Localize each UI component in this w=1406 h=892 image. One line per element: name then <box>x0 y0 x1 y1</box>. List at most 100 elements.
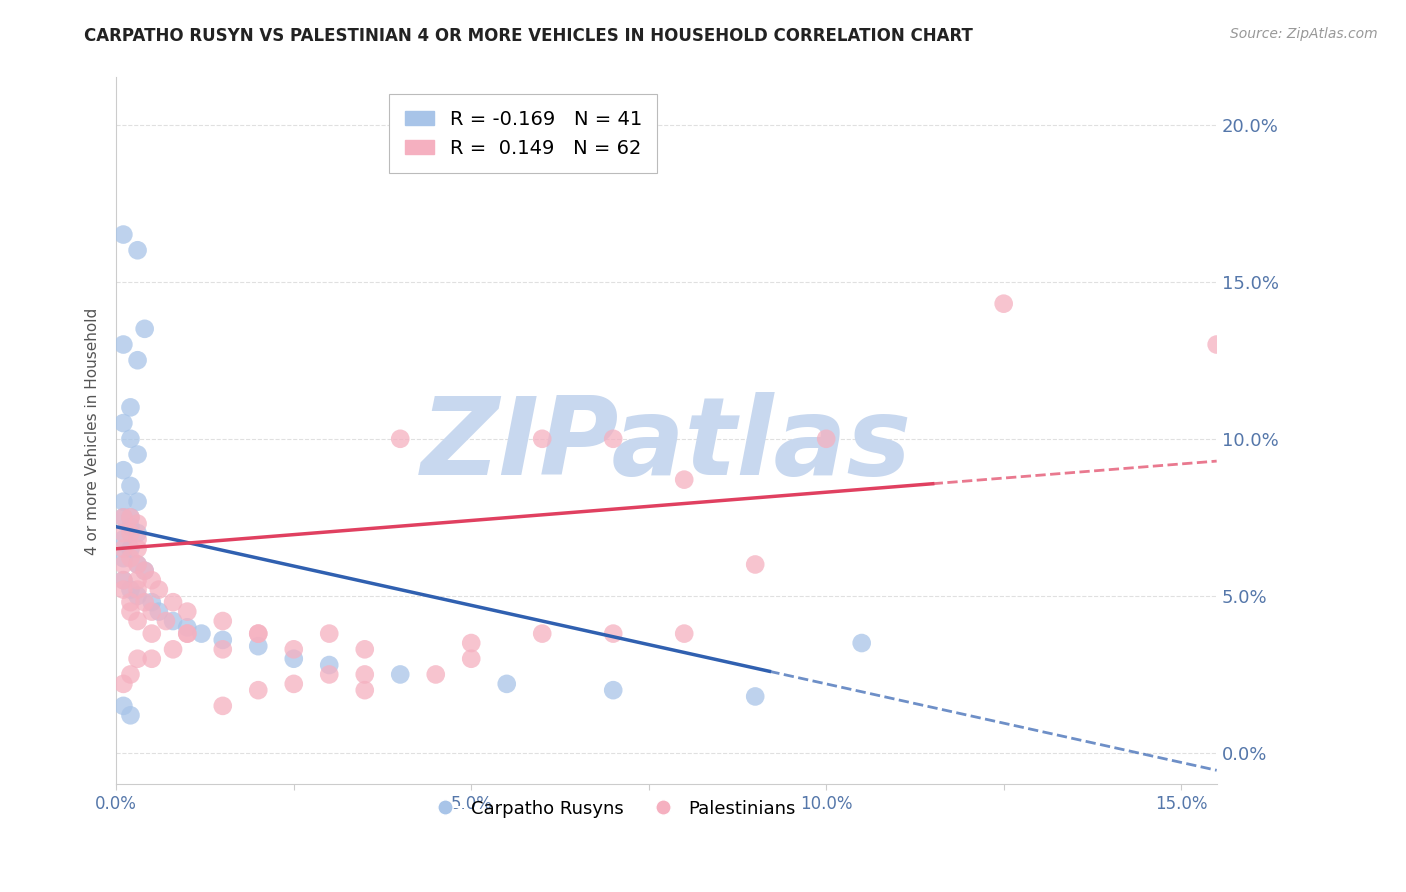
Point <box>155 614 177 628</box>
Point <box>127 582 149 597</box>
Text: ZIPatlas: ZIPatlas <box>420 392 912 498</box>
Point <box>495 677 517 691</box>
Point <box>127 558 149 572</box>
Legend: Carpatho Rusyns, Palestinians: Carpatho Rusyns, Palestinians <box>420 792 803 825</box>
Point <box>120 479 142 493</box>
Point <box>112 551 135 566</box>
Point <box>112 494 135 508</box>
Point <box>141 573 163 587</box>
Point <box>112 541 135 556</box>
Point <box>744 558 766 572</box>
Point <box>120 667 142 681</box>
Point <box>127 541 149 556</box>
Point <box>112 463 135 477</box>
Point <box>176 620 198 634</box>
Point <box>127 573 149 587</box>
Point <box>602 432 624 446</box>
Point <box>112 698 135 713</box>
Point <box>176 605 198 619</box>
Point <box>112 582 135 597</box>
Point <box>993 296 1015 310</box>
Point <box>120 401 142 415</box>
Point <box>318 667 340 681</box>
Point <box>127 353 149 368</box>
Point <box>531 432 554 446</box>
Point <box>211 632 233 647</box>
Point <box>112 337 135 351</box>
Point <box>602 626 624 640</box>
Point <box>127 244 149 258</box>
Point <box>283 652 305 666</box>
Point <box>120 595 142 609</box>
Point <box>176 626 198 640</box>
Point <box>112 573 135 587</box>
Point <box>247 639 270 653</box>
Point <box>120 526 142 541</box>
Point <box>318 658 340 673</box>
Point <box>460 652 482 666</box>
Point <box>283 677 305 691</box>
Point <box>211 642 233 657</box>
Text: CARPATHO RUSYN VS PALESTINIAN 4 OR MORE VEHICLES IN HOUSEHOLD CORRELATION CHART: CARPATHO RUSYN VS PALESTINIAN 4 OR MORE … <box>84 27 973 45</box>
Point <box>851 636 873 650</box>
Point <box>127 448 149 462</box>
Point <box>141 595 163 609</box>
Point <box>176 626 198 640</box>
Point <box>148 605 170 619</box>
Point <box>1277 259 1299 273</box>
Point <box>389 667 412 681</box>
Point <box>141 605 163 619</box>
Point <box>112 533 135 547</box>
Point <box>211 614 233 628</box>
Point <box>247 626 270 640</box>
Point <box>112 526 135 541</box>
Point <box>112 677 135 691</box>
Point <box>127 516 149 531</box>
Point <box>127 589 149 603</box>
Point <box>120 510 142 524</box>
Point <box>744 690 766 704</box>
Point <box>211 698 233 713</box>
Point <box>134 564 156 578</box>
Point <box>112 227 135 242</box>
Point <box>127 652 149 666</box>
Point <box>120 432 142 446</box>
Point <box>141 626 163 640</box>
Point <box>162 595 184 609</box>
Point <box>134 564 156 578</box>
Point <box>112 573 135 587</box>
Point <box>673 626 696 640</box>
Point <box>127 494 149 508</box>
Point <box>120 551 142 566</box>
Point <box>673 473 696 487</box>
Point <box>120 582 142 597</box>
Point <box>120 520 142 534</box>
Point <box>120 708 142 723</box>
Point <box>318 626 340 640</box>
Point <box>602 683 624 698</box>
Point <box>162 614 184 628</box>
Point <box>112 416 135 430</box>
Point <box>1205 337 1227 351</box>
Point <box>148 582 170 597</box>
Point <box>460 636 482 650</box>
Point <box>134 322 156 336</box>
Text: Source: ZipAtlas.com: Source: ZipAtlas.com <box>1230 27 1378 41</box>
Point <box>247 683 270 698</box>
Point <box>425 667 447 681</box>
Point <box>112 510 135 524</box>
Point <box>283 642 305 657</box>
Point <box>127 533 149 547</box>
Point <box>389 432 412 446</box>
Point <box>190 626 212 640</box>
Point <box>127 558 149 572</box>
Point <box>353 683 375 698</box>
Point <box>120 510 142 524</box>
Point <box>127 614 149 628</box>
Point <box>127 526 149 541</box>
Point <box>162 642 184 657</box>
Point <box>120 541 142 556</box>
Point <box>531 626 554 640</box>
Y-axis label: 4 or more Vehicles in Household: 4 or more Vehicles in Household <box>86 308 100 555</box>
Point <box>353 642 375 657</box>
